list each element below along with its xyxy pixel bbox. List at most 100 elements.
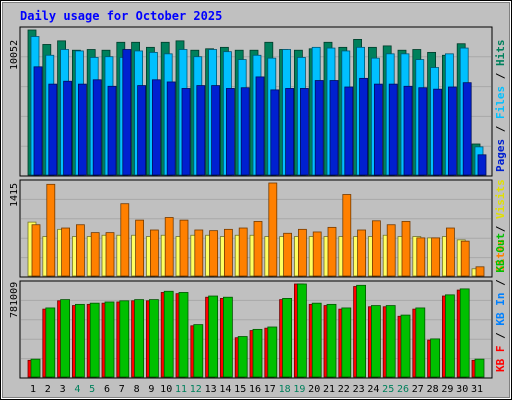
- bar-pages-day-7: [122, 49, 132, 176]
- legend-kb-in: KB In: [494, 293, 507, 326]
- bar-kb-in-day-28: [430, 338, 441, 378]
- bar-pages-day-22: [344, 86, 354, 176]
- bar-sites-day-6: [105, 232, 115, 277]
- panel-kbytes-ymax-label: 781009: [9, 282, 20, 318]
- bar-sites-day-12: [194, 229, 204, 277]
- bar-kb-in-day-10: [163, 290, 174, 378]
- bar-pages-day-9: [151, 79, 161, 176]
- x-tick-label-day-1: 1: [30, 384, 36, 395]
- bar-pages-day-24: [373, 83, 383, 176]
- bar-pages-day-12: [196, 85, 206, 176]
- x-tick-label-day-5: 5: [89, 384, 95, 395]
- bar-pages-day-31: [477, 154, 487, 176]
- bar-kb-in-day-14: [222, 296, 233, 378]
- bar-pages-day-25: [388, 83, 398, 176]
- bar-pages-day-3: [63, 80, 72, 176]
- bar-pages-day-21: [329, 80, 339, 176]
- legend-pages: Pages: [494, 139, 507, 172]
- x-tick-label-day-25: 25: [382, 384, 394, 395]
- legend-kb-out: KB Out: [494, 233, 507, 273]
- legend-files: Files: [494, 86, 507, 119]
- bar-pages-day-1: [33, 66, 43, 176]
- x-tick-label-day-4: 4: [74, 384, 80, 395]
- x-tick-label-day-3: 3: [60, 384, 66, 395]
- bar-sites-day-16: [253, 221, 263, 277]
- bar-sites-day-9: [149, 229, 159, 277]
- legend-sep: /: [494, 66, 507, 86]
- bar-pages-day-6: [107, 85, 117, 176]
- x-tick-label-day-16: 16: [249, 384, 261, 395]
- x-tick-label-day-9: 9: [148, 384, 154, 395]
- bar-kb-in-day-31: [474, 358, 485, 378]
- x-tick-label-day-18: 18: [279, 384, 291, 395]
- x-tick-label-day-15: 15: [234, 384, 246, 395]
- bar-sites-day-27: [416, 237, 426, 277]
- bar-kb-in-day-24: [370, 305, 381, 378]
- bar-sites-day-17: [268, 182, 278, 277]
- bar-kb-in-day-11: [178, 292, 189, 378]
- x-tick-label-day-19: 19: [293, 384, 305, 395]
- bar-sites-day-18: [283, 232, 293, 277]
- bar-sites-day-24: [371, 220, 381, 277]
- bar-kb-in-day-30: [459, 288, 470, 378]
- bar-sites-day-26: [401, 221, 411, 277]
- x-tick-label-day-31: 31: [471, 384, 483, 395]
- x-tick-label-day-2: 2: [45, 384, 51, 395]
- bar-kb-in-day-4: [75, 303, 85, 378]
- bar-pages-day-5: [92, 79, 102, 176]
- x-tick-label-day-12: 12: [190, 384, 202, 395]
- x-tick-label-day-10: 10: [160, 384, 172, 395]
- bar-kb-in-day-19: [296, 283, 307, 378]
- legend-panel-hits: Pages / Files / Hits: [494, 40, 507, 173]
- bar-kb-in-day-16: [252, 328, 263, 378]
- bar-sites-day-3: [61, 227, 70, 277]
- bar-kb-in-day-20: [311, 302, 322, 378]
- bar-kb-in-day-6: [104, 301, 115, 378]
- x-tick-label-day-20: 20: [308, 384, 320, 395]
- bar-sites-day-10: [164, 217, 174, 277]
- x-tick-label-day-22: 22: [338, 384, 350, 395]
- bar-kb-in-day-25: [385, 305, 396, 378]
- legend-sep: /: [494, 119, 507, 139]
- bar-kb-in-day-9: [148, 299, 159, 378]
- bar-kb-in-day-12: [193, 324, 204, 378]
- chart-title: Daily usage for October 2025: [20, 9, 222, 23]
- legend-hits: Hits: [494, 40, 507, 67]
- bar-pages-day-14: [225, 88, 235, 176]
- bar-kb-in-day-7: [119, 300, 130, 378]
- legend-sep: /: [494, 219, 507, 239]
- bar-sites-day-1: [31, 224, 41, 277]
- bar-sites-day-8: [135, 219, 145, 277]
- bar-pages-day-28: [433, 88, 443, 176]
- legend-sites: Sites: [494, 239, 507, 272]
- bar-kb-in-day-29: [444, 294, 455, 378]
- bar-sites-day-13: [209, 230, 219, 277]
- bar-sites-day-2: [46, 183, 56, 277]
- bar-pages-day-13: [211, 85, 221, 176]
- x-axis-labels: 1 2 3 4 5 6 7 8 9 10 11 12 13 14 15 16 17 18 19 20 21 22 23 24 2…: [30, 384, 483, 395]
- bar-sites-day-20: [312, 231, 322, 277]
- panel-sites-ymax-label: 1415: [9, 183, 20, 207]
- bar-pages-day-4: [78, 83, 87, 176]
- bar-sites-day-23: [357, 229, 367, 277]
- bar-kb-in-day-8: [134, 299, 145, 378]
- x-tick-label-day-13: 13: [205, 384, 217, 395]
- bar-pages-day-30: [462, 82, 472, 176]
- legend-panel-sites: Sites / Visits: [494, 179, 507, 272]
- x-tick-label-day-29: 29: [441, 384, 453, 395]
- bar-sites-day-14: [223, 228, 233, 277]
- bar-kb-in-day-15: [237, 336, 248, 378]
- bar-kb-in-day-27: [415, 307, 426, 378]
- x-tick-label-day-11: 11: [175, 384, 187, 395]
- x-tick-label-day-21: 21: [323, 384, 335, 395]
- panel-hits-ymax-label: 10052: [9, 40, 20, 70]
- bar-kb-in-day-18: [282, 298, 293, 378]
- bar-sites-day-5: [90, 232, 100, 277]
- bar-sites-day-31: [475, 266, 485, 277]
- bar-pages-day-15: [240, 87, 250, 176]
- bar-pages-day-11: [181, 88, 191, 176]
- bar-kb-in-day-3: [60, 299, 70, 378]
- bar-sites-day-22: [342, 194, 352, 277]
- x-tick-label-day-27: 27: [412, 384, 424, 395]
- bar-kb-in-day-13: [208, 295, 219, 378]
